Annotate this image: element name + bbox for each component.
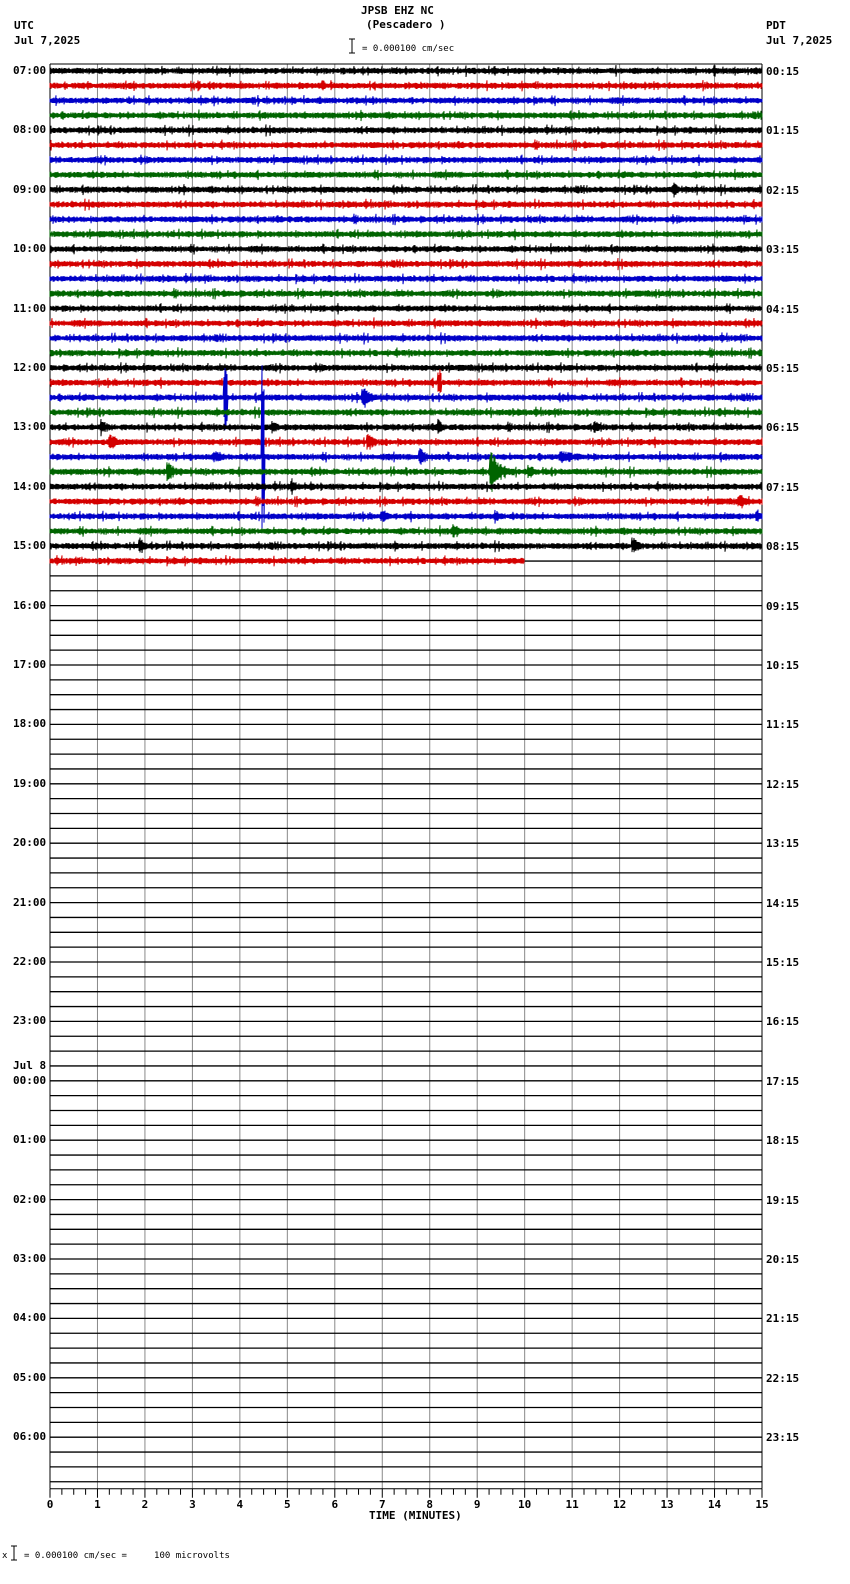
x-tick-label: 9 xyxy=(473,1497,481,1511)
pdt-hour-label: 23:15 xyxy=(766,1431,800,1445)
utc-hour-label: 20:00 xyxy=(13,836,47,850)
pdt-hour-label: 11:15 xyxy=(766,718,800,732)
utc-hour-label: 14:00 xyxy=(13,479,47,493)
station-title: JPSB EHZ NC xyxy=(361,4,434,17)
x-tick-label: 15 xyxy=(755,1497,769,1511)
utc-hour-label: 07:00 xyxy=(13,64,47,77)
pdt-hour-label: 07:15 xyxy=(766,480,800,494)
utc-hour-label: 18:00 xyxy=(13,717,47,731)
pdt-hour-label: 12:15 xyxy=(766,777,800,791)
scale-label: = 0.000100 cm/sec xyxy=(362,44,455,54)
utc-hour-label: 13:00 xyxy=(13,420,47,434)
x-tick-label: 4 xyxy=(236,1497,244,1511)
utc-hour-label: 01:00 xyxy=(13,1133,47,1147)
x-tick-label: 3 xyxy=(189,1497,196,1511)
station-location: (Pescadero ) xyxy=(366,18,446,31)
x-tick-label: 12 xyxy=(612,1497,627,1511)
pdt-hour-label: 05:15 xyxy=(766,362,800,375)
utc-hour-label: 03:00 xyxy=(13,1252,47,1265)
utc-hour-label: 17:00 xyxy=(13,658,47,671)
pdt-hour-label: 14:15 xyxy=(766,896,800,910)
utc-hour-label: 23:00 xyxy=(13,1014,47,1028)
footer-scale-note: = 0.000100 cm/sec = 100 microvolts xyxy=(24,1551,230,1561)
utc-hour-label: 16:00 xyxy=(13,598,47,612)
x-tick-label: 2 xyxy=(141,1497,149,1511)
pdt-hour-label: 20:15 xyxy=(766,1253,800,1266)
x-tick-label: 5 xyxy=(284,1497,291,1511)
utc-hour-label: 10:00 xyxy=(13,242,47,256)
right-date: Jul 7,2025 xyxy=(766,34,833,47)
pdt-hour-label: 18:15 xyxy=(766,1134,800,1148)
pdt-hour-label: 17:15 xyxy=(766,1074,800,1088)
utc-hour-label: 19:00 xyxy=(13,776,47,790)
footer-scale-bar-icon xyxy=(11,1545,17,1561)
right-timezone: PDT xyxy=(766,19,786,32)
pdt-hour-label: 06:15 xyxy=(766,421,800,435)
pdt-hour-label: 01:15 xyxy=(766,124,800,138)
x-tick-label: 8 xyxy=(426,1497,434,1511)
utc-hour-label: 21:00 xyxy=(13,895,47,909)
pdt-hour-label: 00:15 xyxy=(766,65,800,78)
x-tick-label: 14 xyxy=(707,1497,722,1511)
left-timezone: UTC xyxy=(14,19,34,32)
utc-hour-label: 02:00 xyxy=(13,1192,47,1206)
footer-mark: x xyxy=(2,1551,8,1561)
x-tick-label: 11 xyxy=(565,1497,579,1511)
utc-hour-label: 12:00 xyxy=(13,361,47,374)
pdt-hour-label: 19:15 xyxy=(766,1193,800,1207)
utc-hour-label: 00:00 xyxy=(13,1073,47,1087)
pdt-hour-label: 09:15 xyxy=(766,599,800,613)
utc-hour-label: 05:00 xyxy=(13,1370,47,1384)
utc-hour-label: 06:00 xyxy=(13,1430,47,1444)
pdt-hour-label: 08:15 xyxy=(766,540,800,554)
x-tick-label: 1 xyxy=(94,1497,101,1511)
pdt-hour-label: 10:15 xyxy=(766,659,800,672)
left-date: Jul 7,2025 xyxy=(14,34,81,47)
utc-hour-label: 15:00 xyxy=(13,539,47,553)
pdt-hour-label: 03:15 xyxy=(766,243,800,257)
pdt-hour-label: 16:15 xyxy=(766,1015,800,1029)
utc-hour-label: 04:00 xyxy=(13,1311,47,1325)
x-tick-label: 0 xyxy=(46,1497,54,1511)
utc-hour-label: 11:00 xyxy=(13,301,47,315)
x-tick-label: 13 xyxy=(660,1497,674,1511)
utc-hour-label: 09:00 xyxy=(13,182,47,196)
pdt-hour-label: 21:15 xyxy=(766,1312,800,1326)
pdt-hour-label: 22:15 xyxy=(766,1371,800,1385)
x-tick-label: 6 xyxy=(331,1497,339,1511)
x-tick-label: 7 xyxy=(378,1497,386,1511)
x-tick-label: 10 xyxy=(518,1497,532,1511)
pdt-hour-label: 13:15 xyxy=(766,837,800,851)
utc-hour-label: 22:00 xyxy=(13,955,47,968)
pdt-hour-label: 15:15 xyxy=(766,956,800,969)
utc-hour-label: 08:00 xyxy=(13,123,47,137)
utc-date-label: Jul 8 xyxy=(13,1058,47,1072)
x-axis-title: TIME (MINUTES) xyxy=(369,1509,462,1522)
pdt-hour-label: 02:15 xyxy=(766,183,800,197)
scale-bar-icon xyxy=(349,38,355,54)
pdt-hour-label: 04:15 xyxy=(766,302,800,316)
